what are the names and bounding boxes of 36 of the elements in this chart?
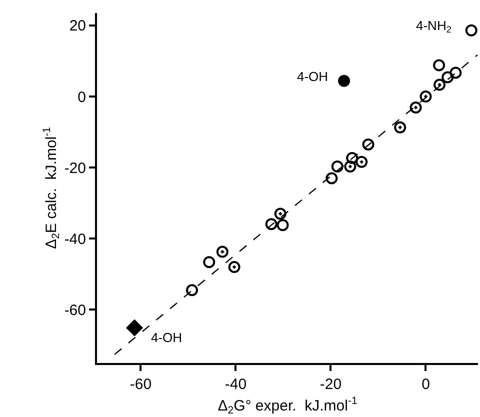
point [356,156,368,168]
point [274,208,286,220]
annotation: 4-NH$_{2}$ [416,18,452,35]
point [442,71,454,84]
point [216,246,228,258]
x-tick-label: -60 [130,376,152,393]
point [394,121,406,134]
point [186,284,198,296]
y-tick-label: -40 [64,230,86,248]
x-tick-label: -20 [320,376,342,393]
y-tick-label: 0 [78,88,86,106]
point [434,78,446,91]
point [465,24,478,36]
y-tick-label: 20 [69,18,86,35]
point [331,160,344,172]
point [344,160,356,172]
point [126,320,143,336]
point [276,219,289,232]
point [433,59,446,72]
x-axis-title: Δ$_{2}$G° exper. kJ.mol$^{-1}$ [218,395,358,417]
point [420,90,432,102]
x-tick-label: -40 [224,376,247,393]
point [338,74,350,87]
annotation: 4-OH [151,330,182,345]
y-tick-label: -20 [64,160,86,177]
x-tick-label: 0 [422,376,430,393]
annotation: 4-OH [297,69,328,84]
point [203,256,216,268]
point [450,66,462,79]
point [410,102,422,114]
y-tick-label: -60 [64,302,86,319]
point [326,172,338,184]
point [346,152,358,164]
point [362,138,374,150]
point [265,218,278,230]
point [228,261,240,274]
